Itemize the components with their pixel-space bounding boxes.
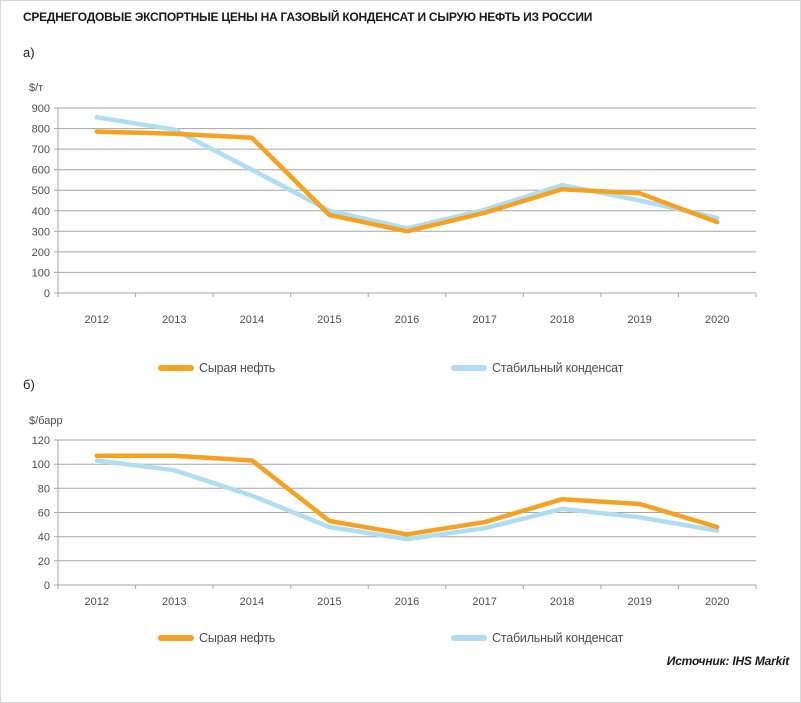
y-tick-label: 20 xyxy=(38,556,50,568)
x-tick-label: 2016 xyxy=(395,314,419,326)
x-tick-label: 2014 xyxy=(240,314,264,326)
condensate-series-label: Стабильный конденсат xyxy=(492,631,624,645)
x-tick-label: 2015 xyxy=(317,596,341,608)
y-tick-label: 100 xyxy=(32,267,50,279)
x-tick-label: 2017 xyxy=(472,314,496,326)
y-tick-label: 300 xyxy=(32,226,50,238)
y-tick-label: 40 xyxy=(38,532,50,544)
y-axis-unit-label: $/т xyxy=(29,82,43,94)
y-tick-label: 800 xyxy=(32,124,50,136)
chart-b-legend: Сырая нефть Стабильный конденсат xyxy=(1,629,800,647)
crude-series-label: Сырая нефть xyxy=(199,631,276,645)
series-line-crude xyxy=(94,129,720,234)
condensate-series-label: Стабильный конденсат xyxy=(492,361,624,375)
section-a-label: а) xyxy=(23,45,35,60)
section-b-label: б) xyxy=(23,377,35,392)
y-tick-label: 900 xyxy=(32,103,50,115)
x-tick-label: 2014 xyxy=(240,596,264,608)
price-chart-usd-per-barrel: 0 20 40 60 80 100 120 2012 2013 2014 2015 2016 2017 2… xyxy=(29,415,757,608)
condensate-series-swatch xyxy=(451,635,487,641)
x-tick-label: 2012 xyxy=(85,314,109,326)
series-line-crude xyxy=(94,453,720,537)
x-tick-label: 2018 xyxy=(550,314,574,326)
x-tick-label: 2019 xyxy=(627,314,651,326)
x-tick-label: 2013 xyxy=(162,596,186,608)
y-tick-label: 120 xyxy=(32,435,50,447)
x-tick-label: 2013 xyxy=(162,314,186,326)
crude-series-swatch xyxy=(158,365,194,371)
y-tick-label: 100 xyxy=(32,459,50,471)
series-line-condensate xyxy=(94,115,720,231)
y-tick-label: 400 xyxy=(32,206,50,218)
y-tick-label: 0 xyxy=(44,580,50,592)
y-tick-label: 500 xyxy=(32,185,50,197)
chart-a-legend: Сырая нефть Стабильный конденсат xyxy=(1,359,800,377)
x-tick-label: 2020 xyxy=(705,314,729,326)
y-tick-label: 600 xyxy=(32,165,50,177)
price-chart-usd-per-tonne: 0 100 200 300 400 500 600 700 800 900 2012 2013 2014… xyxy=(29,82,757,326)
x-tick-label: 2016 xyxy=(395,596,419,608)
condensate-series-swatch xyxy=(451,365,487,371)
y-axis-unit-label: $/барр xyxy=(29,415,63,427)
x-tick-label: 2015 xyxy=(317,314,341,326)
x-tick-label: 2012 xyxy=(85,596,109,608)
crude-series-swatch xyxy=(158,635,194,641)
y-tick-label: 700 xyxy=(32,144,50,156)
x-tick-label: 2018 xyxy=(550,596,574,608)
y-tick-label: 200 xyxy=(32,247,50,259)
y-tick-label: 60 xyxy=(38,508,50,520)
series-line-condensate xyxy=(94,458,720,542)
x-tick-label: 2019 xyxy=(627,596,651,608)
x-tick-label: 2017 xyxy=(472,596,496,608)
y-tick-label: 80 xyxy=(38,483,50,495)
y-tick-label: 0 xyxy=(44,288,50,300)
source-note: Источник: IHS Markit xyxy=(666,654,789,668)
page-title: СРЕДНЕГОДОВЫЕ ЭКСПОРТНЫЕ ЦЕНЫ НА ГАЗОВЫЙ… xyxy=(23,10,593,24)
crude-series-label: Сырая нефть xyxy=(199,361,276,375)
x-tick-label: 2020 xyxy=(705,596,729,608)
